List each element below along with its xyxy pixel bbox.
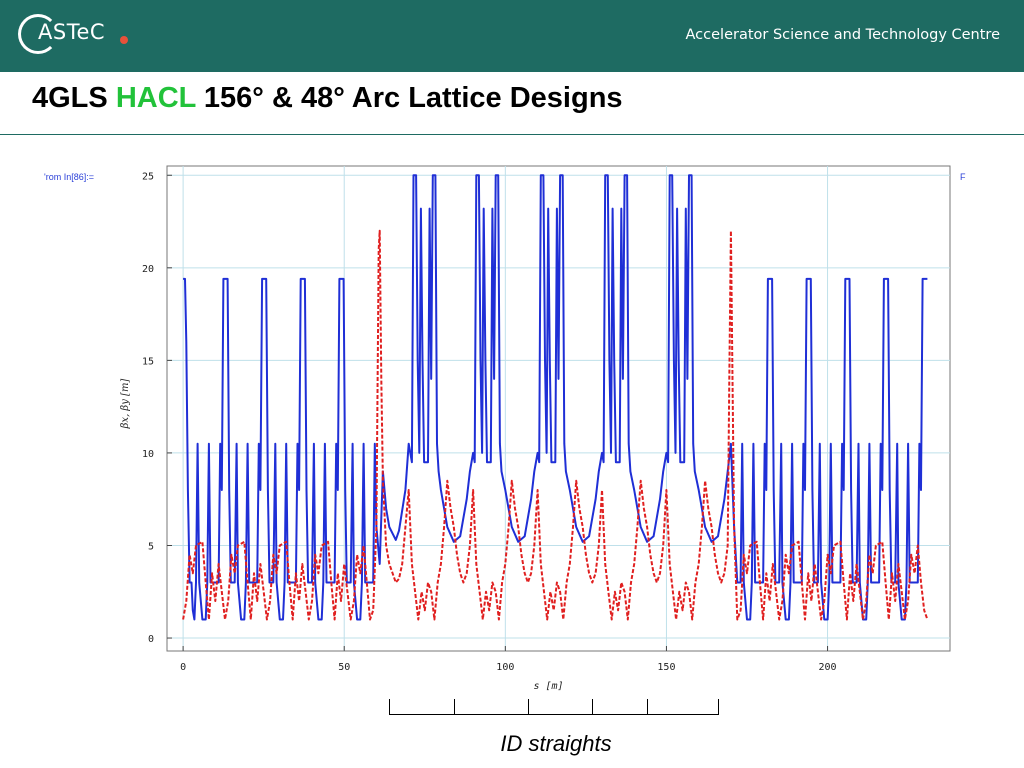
title-highlight: HACL <box>115 82 196 114</box>
x-tick-label: 100 <box>496 662 514 673</box>
x-tick-label: 50 <box>338 662 350 673</box>
bracket-tick <box>454 699 455 715</box>
logo-dot-icon <box>120 36 128 44</box>
y-tick-label: 20 <box>142 264 154 275</box>
bracket-tick <box>389 699 390 715</box>
chart-svg: 0 50 100 150 200 0 5 10 15 20 25 s [m] βx, βy [m] 'ro… <box>44 165 966 692</box>
y-tick-label: 15 <box>142 356 154 367</box>
title-prefix: 4GLS <box>32 82 116 114</box>
x-tick-label: 150 <box>657 662 675 673</box>
organization-name: Accelerator Science and Technology Centr… <box>685 27 1000 43</box>
plot-frame <box>166 165 951 652</box>
bracket-tick <box>647 699 648 715</box>
beta-function-chart: 0 50 100 150 200 0 5 10 15 20 25 s [m] βx, βy [m] 'ro… <box>0 150 1024 700</box>
id-straights-label: ID straights <box>500 731 612 756</box>
astec-logo: ASTeC <box>18 12 128 56</box>
y-axis-label: βx, βy [m] <box>120 379 131 430</box>
bracket-tick <box>718 699 719 715</box>
series-line-1 <box>182 229 929 621</box>
y-tick-label: 5 <box>148 541 154 552</box>
x-tick-label: 200 <box>819 662 837 673</box>
y-tick-label: 25 <box>142 171 154 182</box>
logo-arc-icon <box>18 14 58 54</box>
y-tick-label: 0 <box>148 634 154 645</box>
notebook-fragment-left: 'rom In[86]:= <box>44 172 94 182</box>
notebook-fragment-right: F <box>960 172 966 182</box>
x-axis-label: s [m] <box>533 681 563 692</box>
x-tick-label: 0 <box>180 662 186 673</box>
y-tick-label: 10 <box>142 449 154 460</box>
title-divider <box>0 134 1024 135</box>
slide-header: ASTeC Accelerator Science and Technology… <box>0 0 1024 72</box>
title-suffix: 156° & 48° Arc Lattice Designs <box>195 82 623 114</box>
logo-text: ASTeC <box>38 20 106 44</box>
slide-title: 4GLS HACL 156° & 48° Arc Lattice Designs <box>32 82 623 115</box>
bracket-tick <box>592 699 593 715</box>
bracket-base-line <box>389 714 718 715</box>
bracket-tick <box>528 699 529 715</box>
